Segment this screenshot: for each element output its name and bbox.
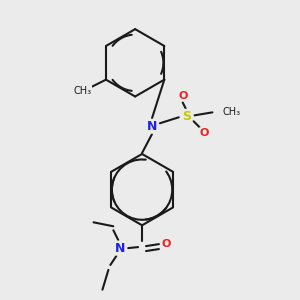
Text: CH₃: CH₃ bbox=[73, 85, 91, 96]
Text: N: N bbox=[147, 120, 157, 133]
Text: N: N bbox=[115, 242, 125, 255]
Text: O: O bbox=[161, 239, 170, 249]
Text: O: O bbox=[178, 91, 188, 100]
Text: S: S bbox=[182, 110, 191, 123]
Text: O: O bbox=[200, 128, 209, 138]
Text: CH₃: CH₃ bbox=[222, 107, 240, 117]
